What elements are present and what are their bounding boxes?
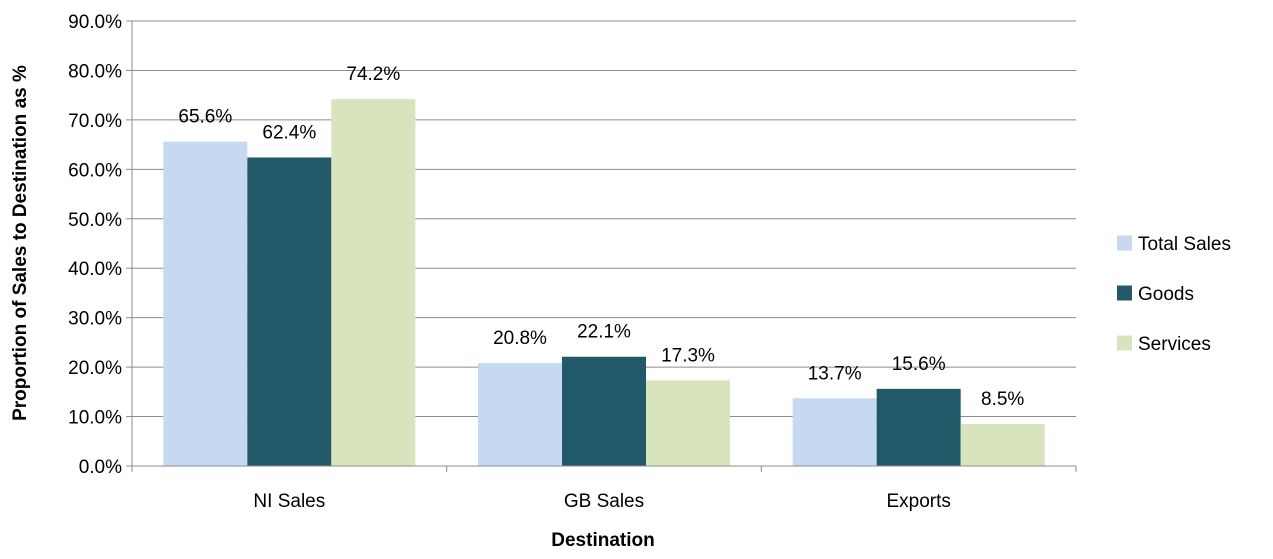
- data-label: 8.5%: [981, 389, 1024, 410]
- tick-labels: 0.0% 10.0% 20.0% 30.0% 40.0% 50.0% 60.0% 70.0% 8…: [68, 12, 951, 512]
- legend-label: Services: [1138, 334, 1211, 355]
- data-label: 22.1%: [577, 322, 631, 343]
- data-label: 20.8%: [493, 328, 547, 349]
- data-label: 65.6%: [178, 107, 232, 128]
- y-tick-label: 10.0%: [68, 408, 122, 429]
- y-tick-label: 20.0%: [68, 358, 122, 379]
- y-tick-label: 90.0%: [68, 12, 122, 33]
- bar: [163, 141, 248, 466]
- bar: [646, 380, 730, 466]
- y-tick-label: 50.0%: [68, 210, 122, 231]
- legend: Total Sales Goods Services: [1117, 234, 1231, 355]
- legend-swatch: [1117, 335, 1132, 351]
- x-tick-label: GB Sales: [564, 491, 644, 512]
- data-label: 74.2%: [346, 64, 400, 85]
- legend-swatch: [1117, 235, 1132, 251]
- y-tick-label: 60.0%: [68, 160, 122, 181]
- data-label: 62.4%: [262, 122, 316, 143]
- data-label: 15.6%: [892, 354, 946, 375]
- y-tick-label: 80.0%: [68, 61, 122, 82]
- y-axis-title: Proportion of Sales to Destination as %: [10, 65, 31, 421]
- axes: [126, 20, 1077, 472]
- y-tick-label: 40.0%: [68, 259, 122, 280]
- y-tick-label: 0.0%: [79, 457, 122, 478]
- legend-label: Goods: [1138, 284, 1194, 305]
- bar: [331, 99, 416, 466]
- bar: [876, 388, 961, 466]
- x-tick-label: Exports: [886, 491, 950, 512]
- x-tick-label: NI Sales: [253, 491, 325, 512]
- data-labels: 65.6% 62.4% 74.2% 20.8% 22.1% 17.3% 13.7% 15.6%…: [178, 64, 1024, 410]
- bar: [478, 363, 562, 466]
- y-tick-label: 70.0%: [68, 111, 122, 132]
- bars: [163, 99, 1045, 466]
- y-tick-label: 30.0%: [68, 309, 122, 330]
- legend-label: Total Sales: [1138, 234, 1231, 255]
- x-axis-title: Destination: [551, 530, 654, 551]
- data-label: 13.7%: [808, 363, 862, 384]
- bar: [247, 157, 332, 466]
- bar: [562, 356, 646, 466]
- legend-swatch: [1117, 285, 1132, 301]
- bar: [960, 423, 1045, 466]
- bar: [792, 398, 877, 466]
- data-label: 17.3%: [661, 345, 715, 366]
